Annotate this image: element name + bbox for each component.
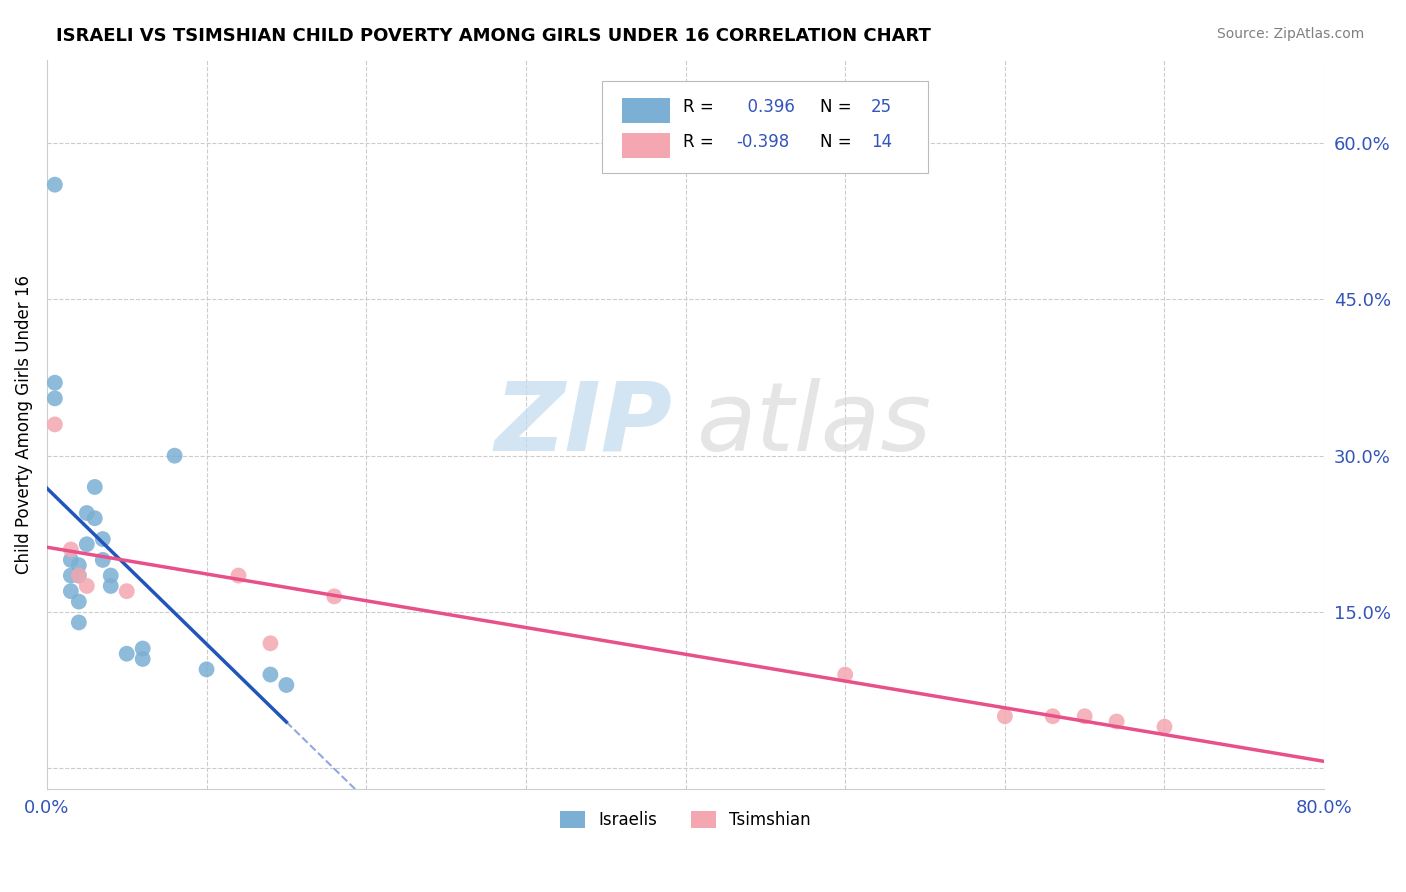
Point xyxy=(76,537,98,551)
Point xyxy=(91,532,114,546)
FancyBboxPatch shape xyxy=(621,133,671,158)
Point xyxy=(83,480,105,494)
Text: N =: N = xyxy=(820,133,856,151)
Text: -0.398: -0.398 xyxy=(737,133,790,151)
Text: R =: R = xyxy=(683,133,718,151)
Point xyxy=(115,647,138,661)
Point xyxy=(131,652,153,666)
Point xyxy=(323,590,346,604)
Point xyxy=(1042,709,1064,723)
Point xyxy=(195,662,218,676)
Point xyxy=(67,568,90,582)
Point xyxy=(100,568,122,582)
Point xyxy=(44,178,66,192)
Text: 14: 14 xyxy=(870,133,891,151)
Text: R =: R = xyxy=(683,98,718,116)
Point xyxy=(131,641,153,656)
Point xyxy=(59,568,82,582)
Point xyxy=(834,667,856,681)
Point xyxy=(59,553,82,567)
Point xyxy=(1105,714,1128,729)
Text: ISRAELI VS TSIMSHIAN CHILD POVERTY AMONG GIRLS UNDER 16 CORRELATION CHART: ISRAELI VS TSIMSHIAN CHILD POVERTY AMONG… xyxy=(56,27,931,45)
Point xyxy=(100,579,122,593)
Point xyxy=(44,376,66,390)
Point xyxy=(59,584,82,599)
Legend: Israelis, Tsimshian: Israelis, Tsimshian xyxy=(554,804,817,836)
Point xyxy=(276,678,298,692)
Text: ZIP: ZIP xyxy=(495,378,672,471)
Point xyxy=(163,449,186,463)
Point xyxy=(994,709,1017,723)
Point xyxy=(115,584,138,599)
Point xyxy=(67,615,90,630)
Text: 25: 25 xyxy=(870,98,891,116)
FancyBboxPatch shape xyxy=(603,81,928,173)
Point xyxy=(259,667,281,681)
Point xyxy=(76,506,98,520)
Point xyxy=(228,568,250,582)
Point xyxy=(59,542,82,557)
Point xyxy=(67,558,90,573)
Point xyxy=(1153,720,1175,734)
Point xyxy=(259,636,281,650)
Text: N =: N = xyxy=(820,98,856,116)
Point xyxy=(76,579,98,593)
Point xyxy=(1073,709,1095,723)
Text: Source: ZipAtlas.com: Source: ZipAtlas.com xyxy=(1216,27,1364,41)
Text: atlas: atlas xyxy=(696,378,931,471)
Point xyxy=(67,594,90,608)
Point xyxy=(67,568,90,582)
Point xyxy=(44,417,66,432)
FancyBboxPatch shape xyxy=(621,98,671,123)
Y-axis label: Child Poverty Among Girls Under 16: Child Poverty Among Girls Under 16 xyxy=(15,275,32,574)
Point xyxy=(44,392,66,406)
Point xyxy=(91,553,114,567)
Text: 0.396: 0.396 xyxy=(737,98,794,116)
Point xyxy=(83,511,105,525)
